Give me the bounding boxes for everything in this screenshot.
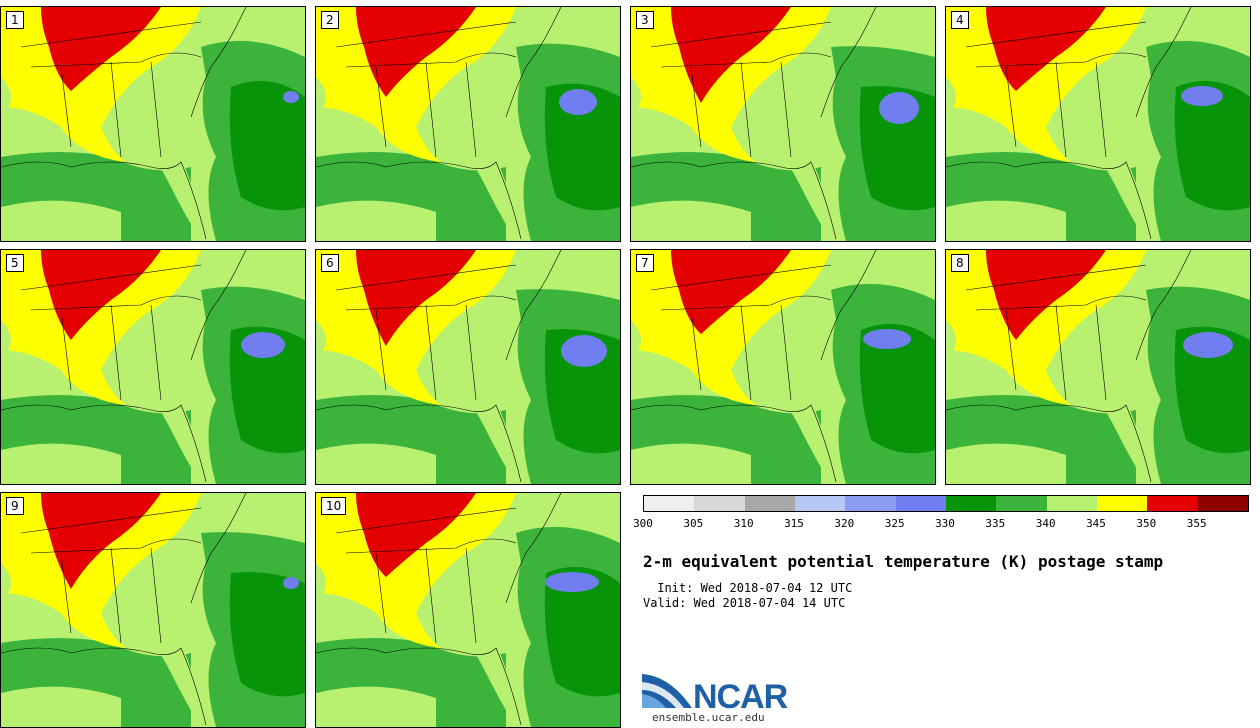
stamp-number: 3 <box>636 11 654 29</box>
map-icon <box>946 7 1250 241</box>
colorbar-box <box>1197 496 1248 511</box>
colorbar-tick-label: 320 <box>834 517 855 530</box>
colorbar-box <box>996 496 1047 511</box>
colorbar-tick-label: 345 <box>1086 517 1106 530</box>
stamp-panel: 9 <box>0 492 306 728</box>
map-icon <box>316 250 620 484</box>
colorbar: 300 305 310 315 320 325 330 335 340 345 350 355 <box>633 495 1249 530</box>
ncar-logo-icon <box>642 674 692 708</box>
colorbar-tick-label: 305 <box>683 517 704 530</box>
colorbar-box <box>694 496 745 511</box>
stamp-number: 7 <box>636 254 654 272</box>
colorbar-tick-label: 335 <box>985 517 1006 530</box>
stamp-panel: 1 <box>0 6 306 242</box>
plot-title: 2-m equivalent potential temperature (K)… <box>643 552 1164 571</box>
colorbar-box <box>1046 496 1097 511</box>
logo-url: ensemble.ucar.edu <box>652 711 765 724</box>
stamp-number: 8 <box>951 254 969 272</box>
stamp-panel: 6 <box>315 249 621 485</box>
colorbar-box <box>644 496 695 511</box>
map-icon <box>1 493 305 727</box>
colorbar-box <box>794 496 846 511</box>
ncar-logo-text: NCAR <box>693 678 788 716</box>
stamp-panel: 7 <box>630 249 936 485</box>
stamp-number: 4 <box>951 11 969 29</box>
map-icon <box>316 493 620 727</box>
map-icon <box>631 250 935 484</box>
colorbar-ticks: 300 305 310 315 320 325 330 335 340 345 350 355 <box>633 512 1247 530</box>
colorbar-tick-label: 325 <box>884 517 905 530</box>
map-icon <box>631 7 935 241</box>
stamp-number: 5 <box>6 254 24 272</box>
stamp-panel: 5 <box>0 249 306 485</box>
map-icon <box>1 7 305 241</box>
stamp-panel: 3 <box>630 6 936 242</box>
stamp-number: 1 <box>6 11 24 29</box>
colorbar-box <box>945 496 997 511</box>
colorbar-tick-label: 315 <box>784 517 804 530</box>
colorbar-tick-label: 300 <box>633 517 653 530</box>
colorbar-tick-label: 310 <box>733 517 754 530</box>
colorbar-box <box>895 496 946 511</box>
colorbar-tick-label: 355 <box>1186 517 1207 530</box>
colorbar-box <box>845 496 896 511</box>
stamp-panel: 8 <box>945 249 1251 485</box>
stamp-number: 9 <box>6 497 24 515</box>
stamp-panel: 4 <box>945 6 1251 242</box>
init-time: Init: Wed 2018-07-04 12 UTC <box>650 581 853 595</box>
valid-time: Valid: Wed 2018-07-04 14 UTC <box>643 596 846 610</box>
colorbar-tick-label: 330 <box>935 517 955 530</box>
colorbar-box <box>744 496 795 511</box>
colorbar-tick-label: 340 <box>1035 517 1056 530</box>
colorbar-boxes <box>643 495 1249 512</box>
map-icon <box>316 7 620 241</box>
stamp-number: 2 <box>321 11 339 29</box>
map-icon <box>1 250 305 484</box>
stamp-number: 10 <box>321 497 347 515</box>
colorbar-box <box>1096 496 1148 511</box>
stamp-number: 6 <box>321 254 339 272</box>
map-icon <box>946 250 1250 484</box>
colorbar-box <box>1147 496 1198 511</box>
stamp-panel: 2 <box>315 6 621 242</box>
colorbar-tick-label: 350 <box>1136 517 1157 530</box>
stamp-panel: 10 <box>315 492 621 728</box>
